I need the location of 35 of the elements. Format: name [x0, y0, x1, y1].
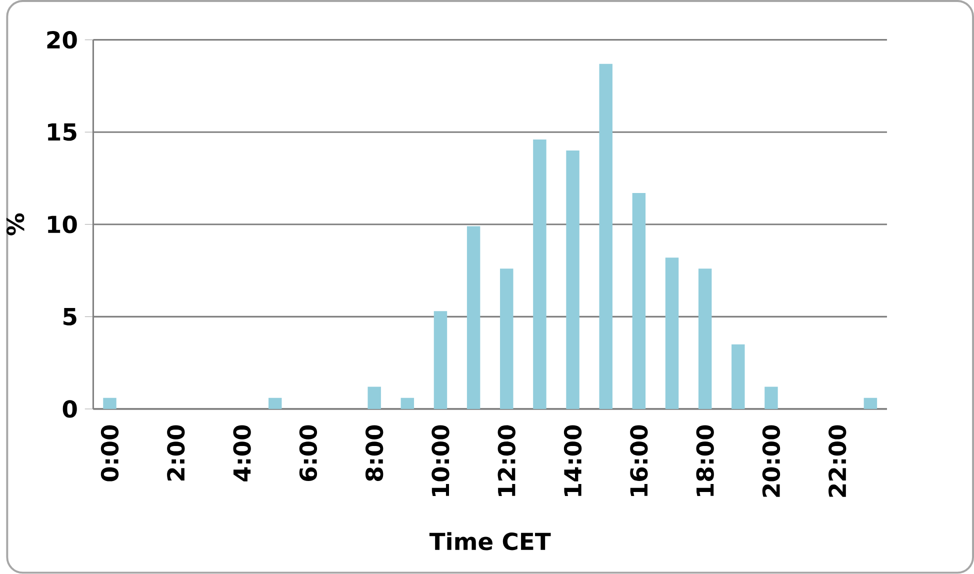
bar	[103, 398, 116, 410]
y-axis-title: %	[6, 214, 24, 236]
x-tick-label: 6:00	[299, 425, 318, 482]
bar	[566, 150, 580, 410]
x-tick-label: 8:00	[365, 425, 384, 482]
bar	[632, 193, 646, 410]
bar	[599, 64, 612, 410]
x-tick-label: 12:00	[498, 425, 516, 496]
bar	[533, 140, 546, 410]
x-tick-label: 22:00	[828, 425, 846, 497]
bar	[268, 398, 282, 410]
x-tick-label: 10:00	[432, 425, 450, 496]
bar	[732, 344, 745, 410]
bar	[864, 398, 878, 410]
bar	[368, 386, 381, 410]
y-tick-label: 15	[48, 124, 76, 141]
y-tick-label: 5	[64, 308, 76, 326]
bar	[698, 268, 712, 410]
x-tick-label: 4:00	[233, 425, 251, 482]
x-tick-label: 2:00	[167, 425, 185, 481]
bar	[500, 268, 514, 410]
y-tick-label: 0	[62, 400, 77, 418]
bar	[665, 258, 679, 410]
bar	[434, 311, 448, 410]
y-tick-label: 20	[47, 31, 77, 49]
x-tick-label: 0:00	[100, 425, 119, 482]
bar	[764, 386, 778, 410]
x-axis-title: Time CET	[429, 532, 551, 550]
bar	[466, 226, 480, 410]
x-tick-label: 20:00	[762, 425, 780, 497]
y-tick-label: 10	[48, 216, 77, 234]
x-tick-label: 18:00	[696, 425, 714, 496]
bar	[400, 398, 414, 410]
x-tick-label: 14:00	[564, 425, 582, 496]
x-tick-label: 16:00	[630, 425, 648, 496]
